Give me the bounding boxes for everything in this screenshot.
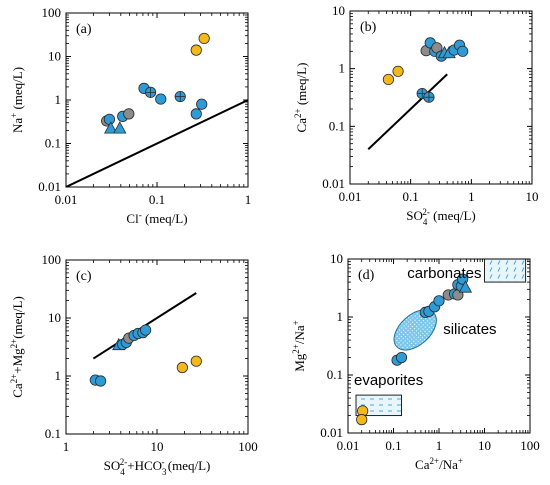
panel-label: (c) <box>76 269 92 284</box>
plot-frame <box>65 12 249 188</box>
data-point <box>103 113 116 125</box>
axis-ticks <box>65 259 249 435</box>
y-axis-label: Na+ (meq/L) <box>9 67 25 133</box>
panel-label: (a) <box>76 22 92 37</box>
plot-frame <box>65 259 249 435</box>
x-tick-label: 10 <box>526 189 539 204</box>
data-point <box>433 295 445 307</box>
x-tick-label: 0.1 <box>385 438 401 453</box>
x-tick-label: 0.01 <box>339 189 362 204</box>
data-point <box>356 414 368 426</box>
carbonates-label: carbonates <box>407 265 481 282</box>
panel-label: (b) <box>360 20 377 35</box>
y-tick-label: 10 <box>48 49 61 64</box>
x-tick-label: 0.01 <box>55 192 78 207</box>
y-tick-label: 1 <box>55 92 62 107</box>
x-axis-label: Ca2+/Na+ <box>415 456 463 472</box>
panel-b: 0.01 0.1 1 10 0.01 0.1 1 10 SO42- (meq/L) Ca2+ (m… <box>293 3 539 227</box>
data-point <box>190 355 202 367</box>
data-point <box>457 45 469 57</box>
data-point <box>190 44 202 56</box>
x-tick-label: 1 <box>436 438 443 453</box>
x-tick-label: 1 <box>468 189 475 204</box>
y-tick-label: 0.01 <box>322 176 345 191</box>
x-axis-label: SO42-+HCO3- (meq/L) <box>104 457 211 477</box>
x-tick-label: 10 <box>151 439 164 454</box>
y-tick-label: 10 <box>330 251 343 266</box>
reference-line <box>367 73 448 151</box>
x-tick-label: 0.1 <box>149 192 165 207</box>
data-point <box>392 65 404 77</box>
y-axis-label: Ca2+ (meq/L) <box>293 63 309 133</box>
data-point <box>198 32 210 45</box>
data-point <box>155 93 167 105</box>
data-point-triangle <box>104 121 118 134</box>
data-point-triangle <box>458 280 473 293</box>
y-axis-label: Mg2+/Na+ <box>291 320 307 372</box>
data-point <box>176 361 188 374</box>
carbonates-region <box>484 259 527 283</box>
silicates-label: silicates <box>443 321 496 338</box>
y-tick-label: 10 <box>332 3 345 18</box>
data-point-triangle <box>113 121 127 134</box>
y-tick-label: 100 <box>42 5 62 20</box>
y-tick-label: 0.1 <box>45 426 61 441</box>
panel-a: 0.01 0.1 1 0.01 0.1 1 10 100 Cl- (meq/L) Na+ (meq… <box>9 5 251 226</box>
x-tick-label: 10 <box>478 438 491 453</box>
reference-line <box>66 99 248 187</box>
x-axis-label: Cl- (meq/L) <box>126 210 187 226</box>
y-tick-label: 10 <box>48 310 61 325</box>
x-tick-label: 100 <box>520 438 540 453</box>
axis-ticks <box>349 10 533 185</box>
y-tick-label: 0.1 <box>327 367 343 382</box>
y-axis-label: Ca2++Mg2+(meq/L) <box>9 296 25 398</box>
x-axis-label: SO42- (meq/L) <box>406 207 475 227</box>
x-tick-label: 1 <box>63 439 70 454</box>
plot-area <box>89 292 202 387</box>
data-point <box>382 73 395 86</box>
panel-label: (d) <box>358 268 375 283</box>
data-point <box>395 351 408 364</box>
plot-area <box>66 32 248 187</box>
plot-frame <box>347 258 531 434</box>
y-tick-label: 0.1 <box>329 118 345 133</box>
y-tick-label: 0.1 <box>45 136 61 151</box>
y-tick-label: 0.01 <box>320 425 343 440</box>
evaporites-label: evaporites <box>354 372 423 389</box>
y-tick-label: 1 <box>337 309 344 324</box>
data-point <box>123 108 135 120</box>
x-tick-label: 0.01 <box>337 438 360 453</box>
y-tick-label: 100 <box>42 252 62 267</box>
plot-frame <box>349 10 533 185</box>
y-tick-label: 1 <box>339 61 346 76</box>
data-point <box>140 324 152 336</box>
y-tick-label: 0.01 <box>38 179 61 194</box>
x-tick-label: 100 <box>238 439 258 454</box>
data-point <box>94 375 107 387</box>
x-tick-label: 1 <box>245 192 252 207</box>
data-point <box>190 108 202 120</box>
data-point <box>196 98 208 110</box>
x-tick-label: 0.1 <box>403 189 419 204</box>
y-tick-label: 1 <box>55 368 62 383</box>
plot-area <box>355 259 527 426</box>
plot-area <box>367 37 469 151</box>
panel-d: 0.01 0.1 1 10 100 0.01 0.1 1 10 Ca2+/Na+ Mg2+/Na+ (… <box>291 251 540 472</box>
